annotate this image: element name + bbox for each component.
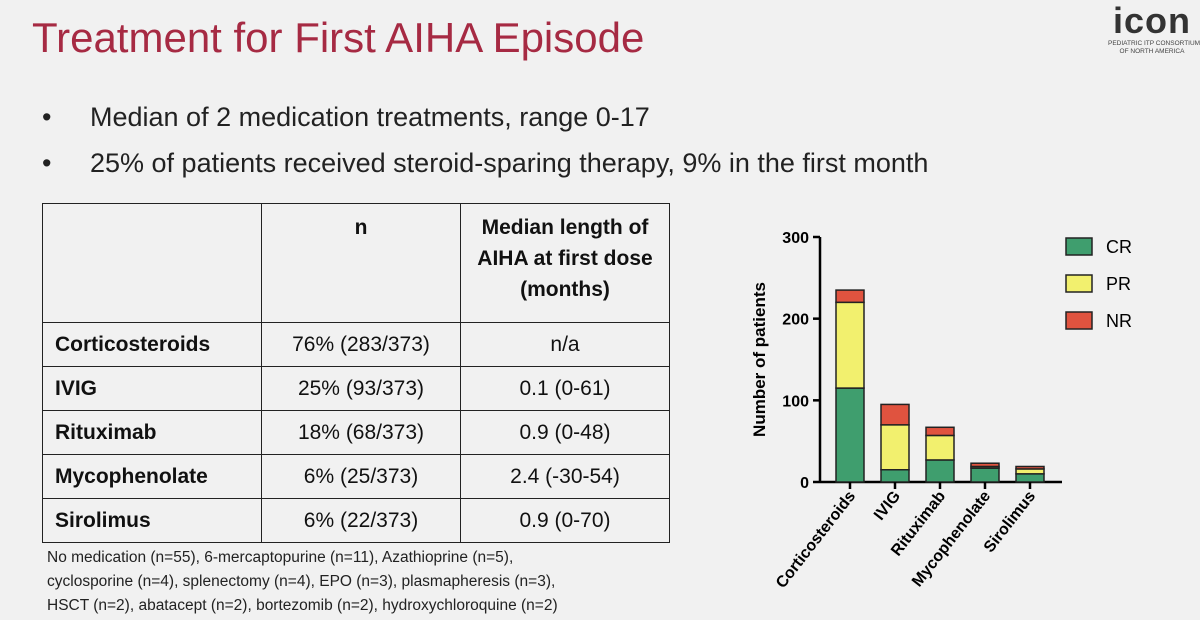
table-cell: Sirolimus: [42, 498, 262, 543]
legend-swatch: [1065, 311, 1093, 330]
footnote: cyclosporine (n=4), splenectomy (n=4), E…: [47, 573, 556, 590]
y-tick-label: 0: [800, 475, 809, 492]
table-cell: Corticosteroids: [42, 322, 262, 367]
bullet: • 25% of patients received steroid-sparin…: [42, 148, 929, 178]
bar-segment: [880, 424, 910, 471]
bar-segment: [925, 434, 955, 461]
bar-segment: [835, 301, 865, 389]
table: n Median length of AIHA at first dose (mo…: [42, 203, 670, 543]
bullet-text: 25% of patients received steroid-sparing…: [90, 148, 929, 178]
table-cell: 6% (22/373): [261, 498, 461, 543]
logo-subtitle: OF NORTH AMERICA: [1119, 48, 1185, 55]
table-row: Sirolimus 6% (22/373) 0.9 (0-70): [42, 498, 670, 543]
table-cell: 0.9 (0-48): [460, 410, 670, 455]
bar-segment: [835, 289, 865, 304]
legend-label: CR: [1106, 237, 1132, 257]
bar-segment: [970, 462, 1000, 468]
y-axis-label: Number of patients: [750, 282, 769, 437]
x-tick-label: Mycophenolate: [909, 488, 994, 590]
bar-segment: [970, 467, 1000, 483]
table-cell: 2.4 (-30-54): [460, 454, 670, 499]
legend-swatch: [1065, 237, 1093, 256]
table-cell: Rituximab: [42, 410, 262, 455]
bar-segment: [880, 469, 910, 483]
bullet-text: Median of 2 medication treatments, range…: [90, 102, 650, 132]
bar-segment: [1015, 473, 1045, 483]
table-cell: 18% (68/373): [261, 410, 461, 455]
bar-segment: [925, 459, 955, 483]
bar-segment: [925, 426, 955, 437]
bullet: • Median of 2 medication treatments, rang…: [42, 102, 650, 132]
logo-subtitle: PEDIATRIC ITP CONSORTIUM: [1108, 40, 1200, 47]
x-tick-label: Corticosteroids: [773, 488, 859, 592]
y-tick-label: 300: [782, 230, 809, 247]
table-cell: Mycophenolate: [42, 454, 262, 499]
footnote: No medication (n=55), 6-mercaptopurine (…: [47, 549, 514, 566]
table-cell: 0.9 (0-70): [460, 498, 670, 543]
logo-text: icon: [1112, 0, 1191, 41]
logo: icon PEDIATRIC ITP CONSORTIUM OF NORTH A…: [1108, 0, 1200, 56]
table-cell: 25% (93/373): [261, 366, 461, 411]
table-row: Corticosteroids 76% (283/373) n/a: [42, 322, 670, 367]
header-row: n Median length of AIHA at first dose (mo…: [42, 203, 670, 323]
x-tick-label: IVIG: [871, 488, 904, 524]
table-cell: 0.1 (0-61): [460, 366, 670, 411]
bar-segment: [835, 387, 865, 483]
table-cell: 76% (283/373): [261, 322, 461, 367]
footnote: HSCT (n=2), abatacept (n=2), bortezomib …: [47, 597, 558, 614]
y-tick-label: 100: [782, 393, 809, 410]
table-row: Mycophenolate 6% (25/373) 2.4 (-30-54): [42, 454, 670, 499]
slide-title: Treatment for First AIHA Episode: [32, 14, 645, 61]
header-cell: n: [261, 203, 461, 323]
bar-segment: [1015, 465, 1045, 470]
table-row: Rituximab 18% (68/373) 0.9 (0-48): [42, 410, 670, 455]
table-cell: 6% (25/373): [261, 454, 461, 499]
legend-label: NR: [1106, 311, 1132, 331]
legend-swatch: [1065, 274, 1093, 293]
y-tick-label: 200: [782, 312, 809, 329]
legend-label: PR: [1106, 274, 1131, 294]
table-row: IVIG 25% (93/373) 0.1 (0-61): [42, 366, 670, 411]
table-cell: IVIG: [42, 366, 262, 411]
bar-segment: [880, 403, 910, 426]
